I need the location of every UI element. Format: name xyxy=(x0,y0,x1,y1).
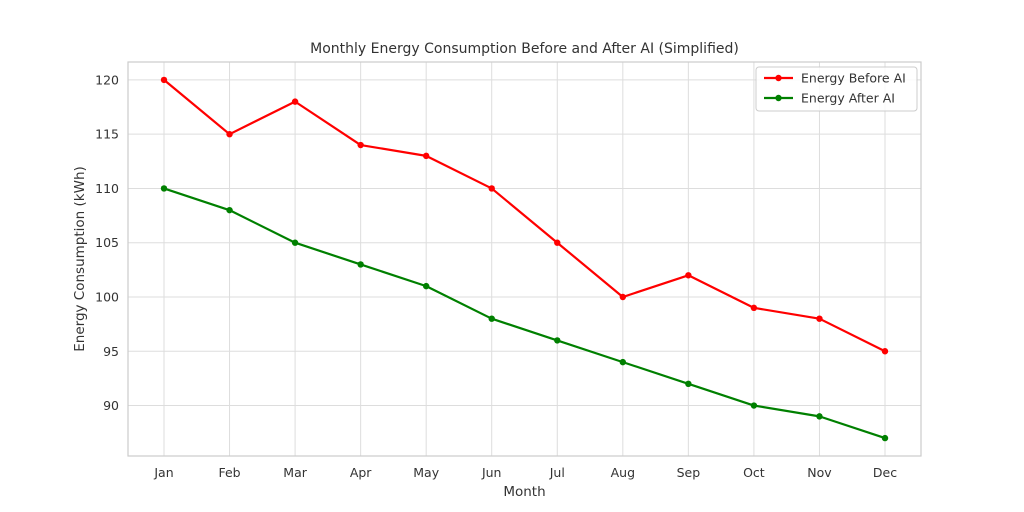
x-tick-label-jul: Jul xyxy=(549,465,565,480)
data-point-after-may xyxy=(422,282,430,290)
legend-item-before: Energy Before AI xyxy=(764,71,906,86)
y-tick-label-120: 120 xyxy=(95,72,119,87)
data-point-before-aug xyxy=(619,293,627,301)
x-tick-label-oct: Oct xyxy=(743,465,765,480)
data-point-after-jan xyxy=(160,185,168,192)
data-point-before-nov xyxy=(816,315,823,322)
data-point-before-dec xyxy=(881,348,889,355)
data-point-after-apr xyxy=(357,261,364,268)
series-line-before xyxy=(162,78,887,353)
legend-marker-before xyxy=(775,74,782,82)
data-point-after-jul xyxy=(554,337,561,344)
x-tick-label-apr: Apr xyxy=(350,465,372,480)
legend-item-after: Energy After AI xyxy=(764,91,895,106)
y-axis-label: Energy Consumption (kWh) xyxy=(72,166,88,352)
data-point-after-dec xyxy=(881,434,889,442)
x-tick-label-dec: Dec xyxy=(873,465,897,480)
data-point-after-aug xyxy=(619,358,627,366)
chart-title: Monthly Energy Consumption Before and Af… xyxy=(310,41,739,57)
x-tick-label-feb: Feb xyxy=(218,465,240,480)
x-tick-label-sep: Sep xyxy=(677,465,701,480)
x-tick-label-aug: Aug xyxy=(611,465,635,480)
legend-box xyxy=(755,66,918,112)
data-point-before-mar xyxy=(291,98,299,105)
legend-label-before: Energy Before AI xyxy=(801,71,906,86)
data-point-before-jul xyxy=(554,239,561,246)
legend-label-after: Energy After AI xyxy=(801,91,895,106)
plot-area-frame xyxy=(127,61,922,457)
legend: Energy Before AI Energy After AI xyxy=(755,66,918,112)
y-tick-labels: 90 95 100 105 110 115 120 xyxy=(95,72,119,413)
x-tick-label-may: May xyxy=(413,465,439,480)
series-line-after xyxy=(162,187,887,440)
data-point-after-jun xyxy=(488,315,495,322)
y-tick-label-105: 105 xyxy=(95,235,119,250)
series-layer xyxy=(160,76,889,442)
data-point-before-may xyxy=(422,152,430,160)
x-tick-label-jan: Jan xyxy=(153,465,173,480)
x-axis-label: Month xyxy=(503,484,545,500)
x-tick-label-mar: Mar xyxy=(283,465,307,480)
x-tick-label-jun: Jun xyxy=(481,465,502,480)
data-point-before-jun xyxy=(488,185,495,192)
data-point-after-oct xyxy=(750,402,758,409)
data-point-after-nov xyxy=(816,413,823,420)
x-tick-label-nov: Nov xyxy=(807,465,832,480)
y-tick-label-100: 100 xyxy=(95,289,119,304)
y-tick-label-90: 90 xyxy=(103,398,119,413)
data-point-before-sep xyxy=(685,272,692,279)
data-point-before-apr xyxy=(357,141,364,149)
y-tick-label-95: 95 xyxy=(103,344,119,359)
x-tick-labels: Jan Feb Mar Apr May Jun Jul Aug Sep Oct Nov Dec xyxy=(153,465,897,480)
data-point-after-mar xyxy=(291,239,299,246)
data-point-after-sep xyxy=(685,380,692,388)
data-point-after-feb xyxy=(226,206,233,214)
data-point-before-feb xyxy=(226,130,233,138)
y-tick-label-110: 110 xyxy=(95,181,119,196)
y-tick-label-115: 115 xyxy=(95,127,119,142)
data-point-before-jan xyxy=(160,76,168,84)
legend-marker-after xyxy=(775,94,782,102)
data-point-before-oct xyxy=(750,304,758,312)
